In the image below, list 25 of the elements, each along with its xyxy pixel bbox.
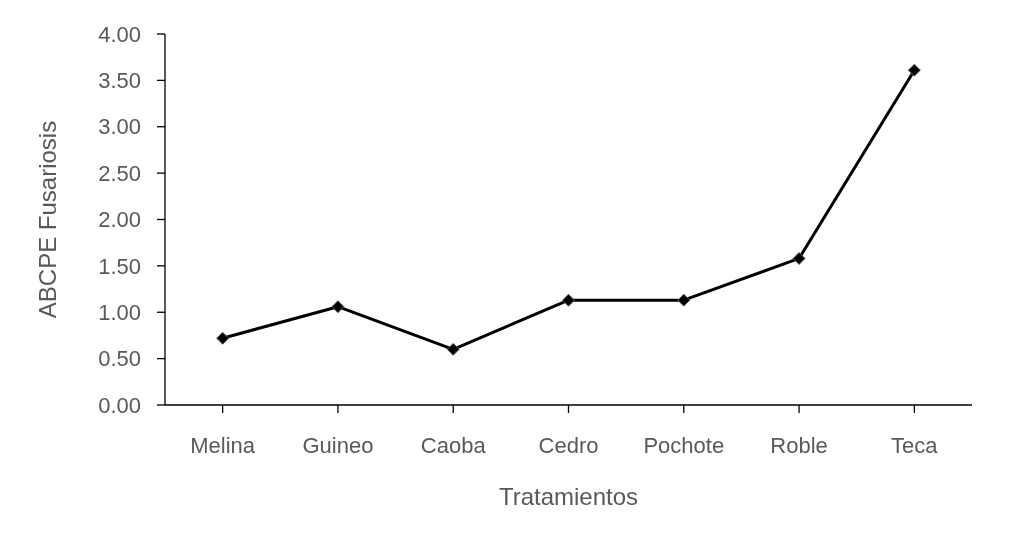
x-tick-label: Teca [891,433,939,458]
y-tick-label: 0.00 [98,392,141,418]
x-tick-label: Cedro [538,433,599,458]
x-tick-label: Roble [770,433,828,458]
y-tick-label: 3.50 [98,68,141,94]
x-tick-label: Melina [190,433,256,458]
point [907,63,921,77]
x-tick-label: Pochote [643,433,725,458]
point [216,331,230,345]
y-tick-label: 1.00 [98,299,141,325]
y-tick-label: 0.50 [98,346,141,372]
x-axis-title: Tratamientos [498,483,639,510]
point [562,293,575,307]
point [677,293,691,307]
point [331,300,345,314]
x-tick-label: Caoba [420,433,487,458]
y-tick-label: 2.00 [98,207,141,233]
y-tick-label: 3.00 [98,114,141,140]
x-tick-label: Guineo [302,433,374,458]
point [446,342,460,356]
point [792,252,806,265]
y-tick-label: 1.50 [98,253,141,279]
y-tick-label: 2.50 [98,160,141,186]
y-tick-label: 4.00 [98,21,141,47]
y-axis-title: ABCPE Fusariosis [34,120,61,319]
